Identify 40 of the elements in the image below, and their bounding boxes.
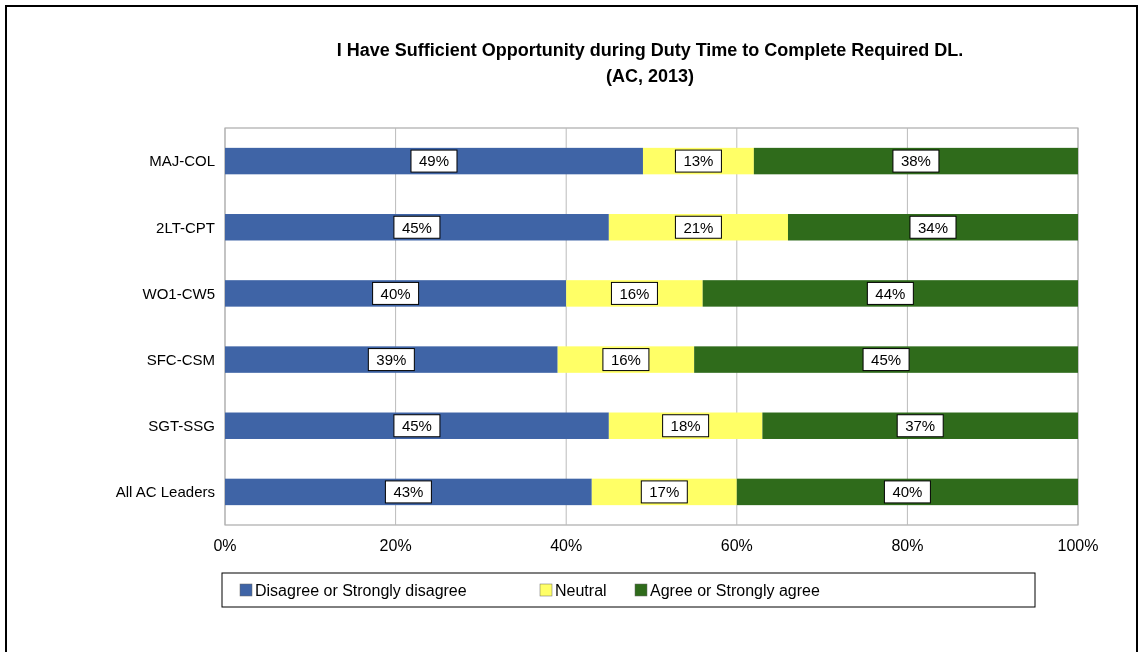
legend-label: Neutral xyxy=(555,581,607,599)
data-label: 18% xyxy=(670,417,701,434)
data-label: 40% xyxy=(892,483,923,501)
x-tick-label: 20% xyxy=(379,537,412,554)
data-label: 45% xyxy=(401,218,432,236)
x-tick-label: 100% xyxy=(1057,537,1099,554)
bar xyxy=(225,412,609,439)
y-tick-label: MAJ-COL xyxy=(149,152,215,170)
x-tick-label: 60% xyxy=(720,537,753,554)
data-label: 21% xyxy=(683,218,714,236)
bar xyxy=(225,147,643,175)
bar xyxy=(694,346,1078,373)
data-label: 37% xyxy=(905,417,936,434)
x-tick-label: 80% xyxy=(891,537,924,554)
chart-title: I Have Sufficient Opportunity during Duty Time to Complete Required DL. xyxy=(336,40,964,60)
y-tick-label: SGT-SSG xyxy=(148,417,215,434)
data-label: 39% xyxy=(376,350,407,368)
data-label: 49% xyxy=(418,152,449,170)
data-label: 34% xyxy=(917,218,949,236)
y-tick-label: WO1-CW5 xyxy=(142,284,215,302)
y-tick-label: SFC-CSM xyxy=(146,350,215,368)
bar xyxy=(702,280,1078,307)
y-tick-label: 2LT-CPT xyxy=(156,218,215,236)
data-label: 13% xyxy=(683,152,714,170)
data-label: 17% xyxy=(649,483,680,501)
data-label: 16% xyxy=(610,350,641,368)
x-tick-label: 0% xyxy=(213,537,237,554)
data-label: 16% xyxy=(619,284,650,302)
chart-subtitle: (AC, 2013) xyxy=(605,66,695,86)
data-label: 43% xyxy=(393,483,424,501)
y-tick-label: All AC Leaders xyxy=(115,483,215,501)
data-label: 40% xyxy=(380,284,411,302)
bar xyxy=(225,214,609,241)
data-label: 45% xyxy=(401,417,432,434)
x-tick-label: 40% xyxy=(550,537,583,554)
data-label: 38% xyxy=(900,152,931,170)
legend-label: Disagree or Strongly disagree xyxy=(255,581,467,599)
data-label: 44% xyxy=(875,284,906,302)
legend-label: Agree or Strongly agree xyxy=(650,581,820,599)
data-label: 45% xyxy=(871,350,902,368)
